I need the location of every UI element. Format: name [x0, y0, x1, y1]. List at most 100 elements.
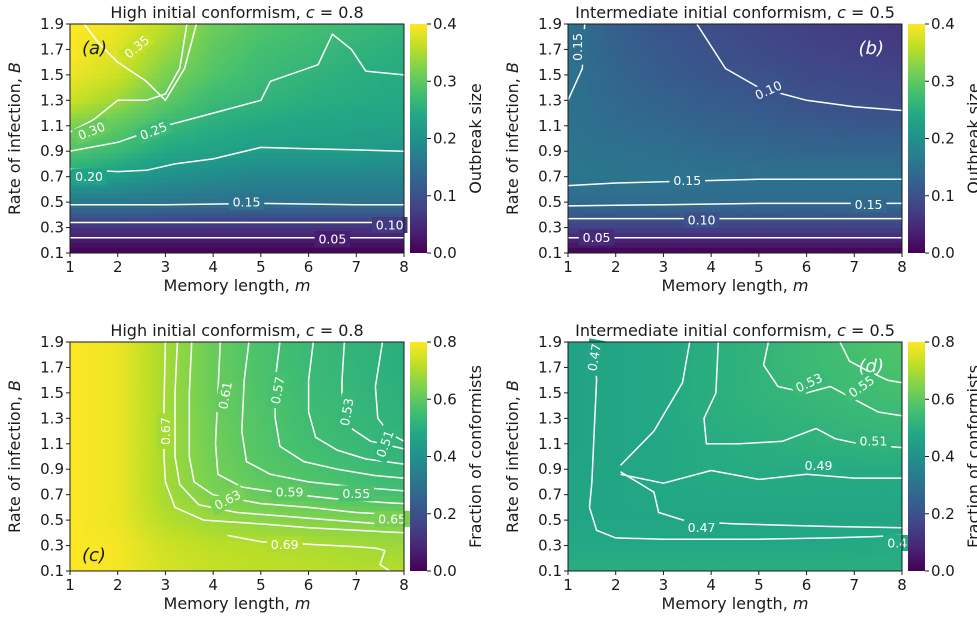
heatmap-cell	[174, 128, 181, 135]
heatmap-cell	[687, 118, 693, 125]
heatmap-cell	[251, 123, 257, 130]
heatmap-cell	[313, 48, 319, 55]
heatmap-cell	[625, 168, 631, 174]
heatmap-cell	[270, 243, 276, 249]
heatmap-cell	[625, 38, 631, 45]
heatmap-cell	[720, 128, 727, 135]
heatmap-cell	[217, 248, 224, 253]
heatmap-cell	[189, 48, 195, 55]
heatmap-cell	[663, 183, 669, 189]
heatmap-cell	[79, 163, 85, 169]
heatmap-cell	[151, 223, 157, 229]
heatmap-cell	[308, 93, 314, 100]
heatmap-cell	[720, 163, 727, 169]
heatmap-cell	[151, 238, 157, 244]
heatmap-cell	[246, 228, 252, 234]
heatmap-cell	[634, 248, 641, 253]
heatmap-cell	[70, 48, 76, 55]
heatmap-cell	[79, 143, 85, 150]
heatmap-cell	[730, 48, 736, 55]
heatmap-cell	[165, 178, 171, 184]
heatmap-cell	[165, 208, 171, 214]
heatmap-cell	[615, 213, 622, 219]
heatmap-cell	[217, 38, 224, 45]
heatmap-cell	[568, 103, 574, 110]
heatmap-cell	[735, 108, 741, 115]
heatmap-cell	[572, 118, 579, 125]
heatmap-cell	[103, 198, 109, 204]
heatmap-cell	[375, 123, 381, 130]
heatmap-cell	[260, 178, 267, 184]
heatmap-cell	[299, 33, 305, 40]
heatmap-cell	[384, 193, 391, 199]
heatmap-cell	[160, 113, 167, 120]
heatmap-cell	[222, 53, 229, 60]
heatmap-cell	[232, 98, 238, 105]
heatmap-cell	[89, 208, 95, 214]
contour-line	[83, 24, 198, 102]
heatmap-cell	[270, 53, 276, 60]
heatmap-cell	[370, 108, 376, 115]
heatmap-cell	[327, 218, 334, 224]
heatmap-cell	[687, 243, 693, 249]
heatmap-cell	[117, 88, 124, 95]
heatmap-cell	[198, 73, 205, 80]
heatmap-cell	[303, 33, 310, 40]
heatmap-cell	[572, 153, 579, 160]
heatmap-cell	[93, 208, 100, 214]
heatmap-cell	[610, 33, 617, 40]
heatmap-cell	[346, 73, 353, 80]
heatmap-cell	[227, 38, 233, 45]
heatmap-cell	[711, 153, 717, 160]
heatmap-cell	[170, 193, 176, 199]
heatmap-cell	[184, 208, 190, 214]
heatmap-cell	[237, 43, 243, 50]
heatmap-cell	[275, 238, 281, 244]
heatmap-cell	[375, 198, 381, 204]
heatmap-cell	[84, 248, 90, 253]
heatmap-cell	[260, 98, 267, 105]
heatmap-cell	[322, 133, 329, 140]
heatmap-cell	[658, 24, 665, 30]
heatmap-cell	[127, 153, 133, 160]
heatmap-cell	[644, 83, 650, 90]
heatmap-cell	[132, 58, 138, 65]
heatmap-cell	[692, 228, 698, 234]
heatmap-cell	[112, 178, 119, 184]
heatmap-cell	[198, 208, 205, 214]
heatmap-cell	[270, 188, 276, 194]
heatmap-cell	[103, 53, 109, 60]
heatmap-cell	[706, 238, 712, 244]
heatmap-cell	[170, 158, 176, 164]
heatmap-cell	[341, 178, 348, 184]
heatmap-cell	[399, 173, 404, 179]
y-tick-label: 0.3	[40, 219, 64, 237]
heatmap-cell	[730, 168, 736, 174]
heatmap-cell	[615, 98, 622, 105]
heatmap-cell	[677, 163, 684, 169]
heatmap-cell	[127, 163, 133, 169]
heatmap-cell	[279, 78, 286, 85]
heatmap-cell	[332, 228, 338, 234]
heatmap-cell	[79, 243, 85, 249]
heatmap-cell	[625, 233, 631, 239]
heatmap-cell	[251, 108, 257, 115]
heatmap-cell	[337, 83, 343, 90]
heatmap-cell	[122, 243, 128, 249]
heatmap-cell	[658, 218, 665, 224]
heatmap-cell	[720, 233, 727, 239]
heatmap-cell	[606, 153, 612, 160]
heatmap-cell	[98, 143, 104, 150]
heatmap-cell	[351, 128, 357, 135]
heatmap-cell	[668, 58, 674, 65]
heatmap-cell	[735, 28, 741, 35]
heatmap-cell	[332, 63, 338, 70]
heatmap-cell	[265, 103, 271, 110]
heatmap-cell	[322, 98, 329, 105]
heatmap-cell	[93, 158, 100, 164]
heatmap-cell	[84, 238, 90, 244]
heatmap-cell	[341, 188, 348, 194]
heatmap-cell	[649, 93, 655, 100]
heatmap-cell	[256, 118, 262, 125]
heatmap-cell	[715, 198, 722, 204]
